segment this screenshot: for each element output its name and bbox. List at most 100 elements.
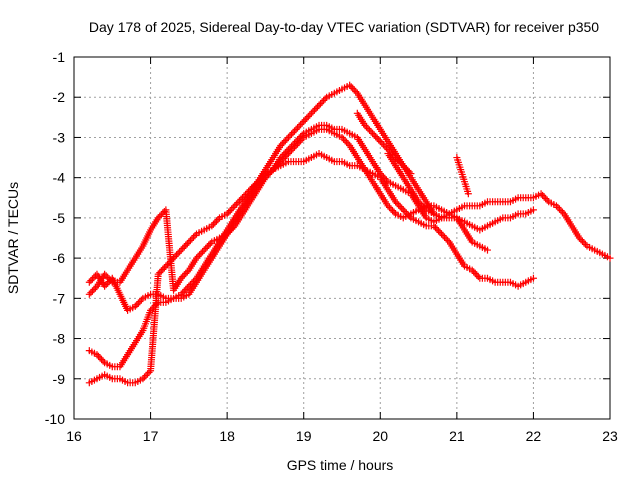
x-tick-label: 19 xyxy=(296,428,312,444)
data-point-trail xyxy=(232,212,245,228)
data-point xyxy=(376,137,384,145)
data-point-trail xyxy=(455,203,466,213)
data-point-trail xyxy=(457,168,468,183)
data-point xyxy=(430,222,438,230)
data-point xyxy=(415,198,423,206)
data-point xyxy=(223,210,231,218)
data-point-trail xyxy=(149,290,160,298)
data-point-trail xyxy=(310,123,320,132)
data-point-trail xyxy=(362,168,375,184)
data-point-trail xyxy=(577,236,589,248)
data-point-trail xyxy=(278,147,291,160)
data-point xyxy=(277,141,285,149)
data-point-trail xyxy=(362,148,375,164)
data-point-trail xyxy=(218,231,229,241)
data-point-trail xyxy=(117,353,130,369)
data-point-trail xyxy=(463,202,474,210)
data-point-trail xyxy=(270,144,283,160)
data-point-trail xyxy=(309,103,321,116)
data-point-trail xyxy=(294,135,306,148)
series-track-7 xyxy=(453,154,472,198)
data-point-trail xyxy=(593,247,604,257)
data-point-trail xyxy=(486,276,497,285)
data-point-trail xyxy=(462,228,475,244)
data-point-trail xyxy=(370,180,383,196)
data-point-trail xyxy=(117,268,130,284)
data-point-trail xyxy=(547,199,558,208)
data-point-trail xyxy=(157,292,167,301)
data-point-trail xyxy=(111,363,121,371)
data-point-trail xyxy=(157,298,167,306)
data-point-trail xyxy=(118,376,129,385)
y-tick-label: -4 xyxy=(53,170,66,186)
data-point-trail xyxy=(295,158,305,166)
data-point-trail xyxy=(454,216,467,232)
data-point-trail xyxy=(255,171,268,184)
data-point-trail xyxy=(302,127,313,136)
data-point xyxy=(292,141,300,149)
data-point-trail xyxy=(408,188,421,204)
data-point-trail xyxy=(524,194,535,202)
data-point-trail xyxy=(164,296,175,305)
series-track-6 xyxy=(384,150,446,222)
data-point-trail xyxy=(569,224,582,240)
data-point xyxy=(185,238,193,246)
y-tick-label: -1 xyxy=(53,49,66,65)
data-point-trail xyxy=(432,203,443,213)
data-point xyxy=(277,158,285,166)
data-point-trail xyxy=(355,156,368,172)
x-tick-label: 16 xyxy=(66,428,82,444)
data-point-trail xyxy=(417,219,428,229)
chart-title: Day 178 of 2025, Sidereal Day-to-day VTE… xyxy=(89,19,599,35)
data-point xyxy=(147,306,155,314)
data-point-trail xyxy=(478,223,489,233)
data-point-trail xyxy=(401,163,413,176)
data-point-trail xyxy=(186,232,199,244)
data-point-trail xyxy=(310,127,320,136)
data-point-trail xyxy=(294,119,306,132)
data-point-trail xyxy=(325,127,336,136)
data-point-trail xyxy=(125,341,138,357)
data-point-trail xyxy=(370,131,383,144)
data-point-trail xyxy=(232,195,245,208)
data-point xyxy=(93,351,101,359)
data-point-trail xyxy=(370,115,383,131)
x-tick-label: 21 xyxy=(449,428,465,444)
data-point-trail xyxy=(194,268,207,284)
data-point-trail xyxy=(218,211,229,221)
data-point-trail xyxy=(126,379,137,387)
data-point-trail xyxy=(102,272,115,285)
x-tick-label: 22 xyxy=(526,428,542,444)
data-point-trail xyxy=(509,211,520,221)
data-point xyxy=(177,246,185,254)
data-point-trail xyxy=(240,187,253,200)
y-tick-label: -2 xyxy=(53,89,66,105)
data-point-trail xyxy=(133,329,146,345)
data-point-trail xyxy=(325,91,336,100)
data-point-trail xyxy=(471,223,481,233)
series-track-3 xyxy=(85,150,537,387)
data-point-trail xyxy=(278,135,291,148)
data-point-trail xyxy=(371,171,382,180)
data-point xyxy=(346,81,354,89)
data-point-trail xyxy=(210,235,221,245)
data-point-trail xyxy=(425,222,435,230)
data-point-trail xyxy=(179,240,191,252)
data-point-trail xyxy=(416,188,429,204)
data-point xyxy=(154,214,162,222)
data-point xyxy=(438,214,446,222)
data-point xyxy=(269,166,277,174)
data-point-trail xyxy=(586,243,596,253)
data-point-trail xyxy=(378,192,391,208)
data-point-trail xyxy=(255,176,268,192)
data-point-trail xyxy=(385,147,398,160)
data-point-trail xyxy=(225,224,237,236)
x-axis-label: GPS time / hours xyxy=(287,457,394,473)
data-point-trail xyxy=(378,176,391,192)
x-tick-label: 23 xyxy=(602,428,618,444)
data-point-trail xyxy=(325,155,336,164)
data-point-trail xyxy=(517,210,527,218)
data-point-trail xyxy=(341,127,351,136)
